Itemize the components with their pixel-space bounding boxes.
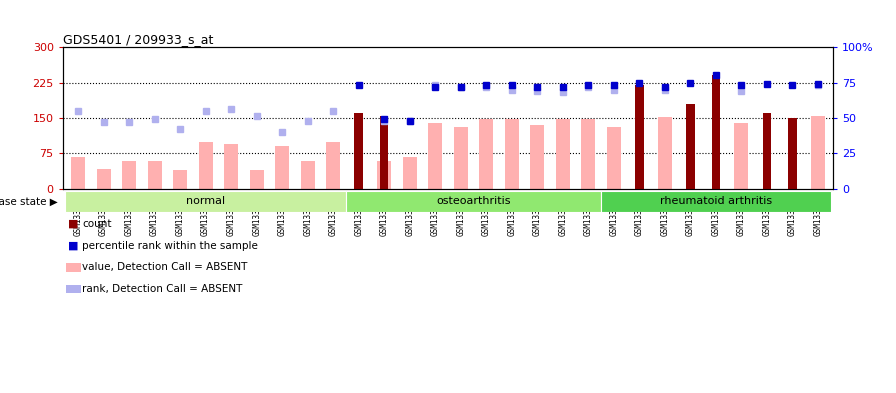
Bar [530,125,545,189]
Bar [65,191,346,212]
Text: normal: normal [186,196,225,206]
Bar [326,142,340,189]
Bar [658,117,672,189]
Text: ■: ■ [68,219,79,229]
Bar [504,119,519,189]
Text: count: count [82,219,112,229]
Bar [453,127,468,189]
Text: value, Detection Call = ABSENT: value, Detection Call = ABSENT [82,262,248,272]
Bar [346,191,601,212]
Bar [582,119,595,189]
Bar [811,116,825,189]
Bar [199,142,212,189]
Bar [97,169,110,189]
Bar [275,146,289,189]
Bar [607,127,621,189]
Bar [122,161,136,189]
Bar [224,144,238,189]
Bar [762,113,771,189]
Bar [735,123,748,189]
Text: disease state ▶: disease state ▶ [0,196,58,206]
Text: percentile rank within the sample: percentile rank within the sample [82,241,258,251]
Text: rheumatoid arthritis: rheumatoid arthritis [659,196,772,206]
Bar [173,170,187,189]
Text: osteoarthritis: osteoarthritis [436,196,511,206]
Bar [635,85,643,189]
Bar [428,123,443,189]
Bar [148,161,161,189]
Bar [377,161,392,189]
Bar [301,161,314,189]
Bar [250,170,263,189]
Text: GDS5401 / 209933_s_at: GDS5401 / 209933_s_at [63,33,213,46]
Bar [686,104,694,189]
Text: rank, Detection Call = ABSENT: rank, Detection Call = ABSENT [82,284,243,294]
Bar [355,113,363,189]
Bar [556,119,570,189]
Bar [479,119,494,189]
Text: ■: ■ [68,241,79,251]
Bar [402,156,417,189]
Bar [71,156,85,189]
Bar [788,118,797,189]
Bar [711,75,720,189]
Bar [380,116,389,189]
Bar [601,191,831,212]
